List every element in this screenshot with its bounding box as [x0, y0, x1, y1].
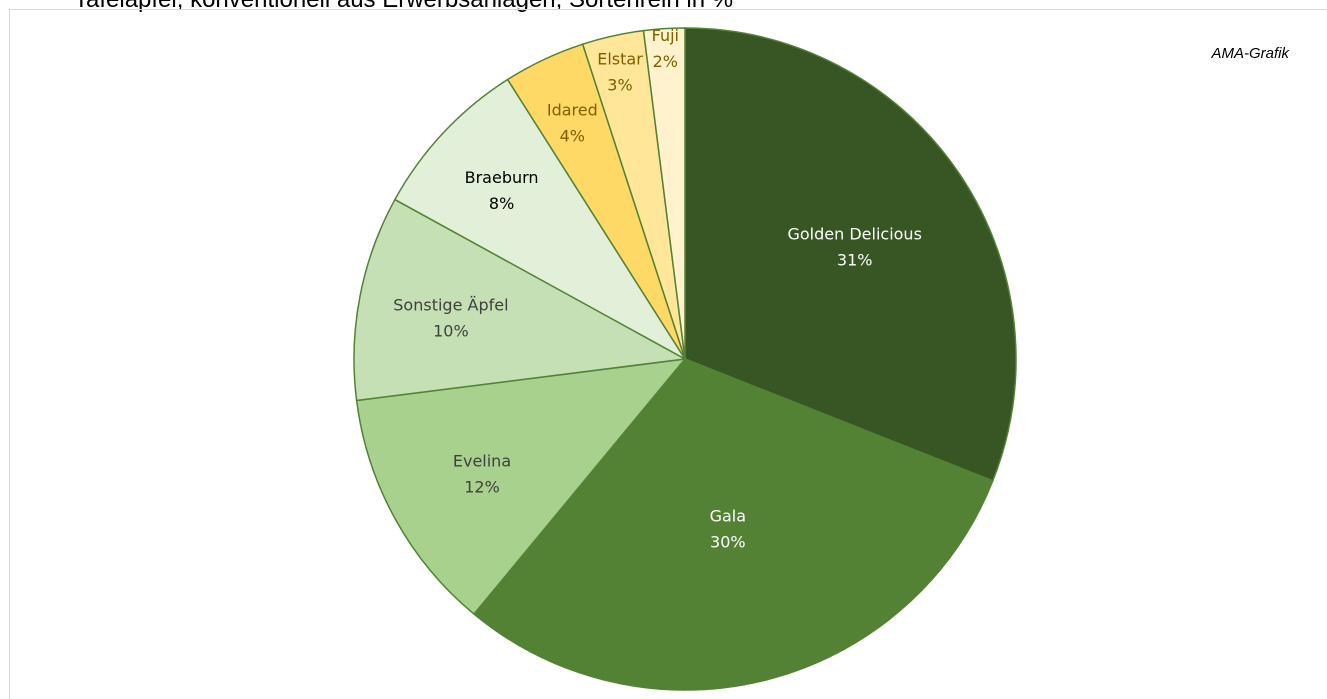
slice-label: Evelina 12%	[453, 452, 511, 497]
pie-slice-gala	[472, 358, 994, 691]
slice-label: Sonstige Äpfel 10%	[393, 295, 508, 340]
slice-label: Idared 4%	[547, 100, 598, 145]
source-note: AMA-Grafik	[1211, 45, 1289, 62]
slice-label: Golden Delicious 31%	[787, 225, 921, 270]
pie-slice-golden-delicious	[684, 27, 1017, 482]
pie-slices	[353, 27, 1017, 691]
pie-slice-evelina	[355, 358, 687, 616]
pie-labels: Golden Delicious 31% Gala 30% Evelina 12% Sons…	[393, 26, 922, 552]
chart-frame	[9, 9, 1327, 699]
slice-label: Braeburn 8%	[465, 168, 539, 213]
pie-slice-fuji	[642, 27, 686, 360]
slice-label: Gala 30%	[710, 507, 746, 552]
slice-label: Elstar 3%	[597, 49, 643, 94]
pie-slice-braeburn	[393, 78, 686, 360]
slice-label: Fuji 2%	[652, 26, 679, 71]
pie-slice-sonstige-äpfel	[353, 198, 688, 402]
